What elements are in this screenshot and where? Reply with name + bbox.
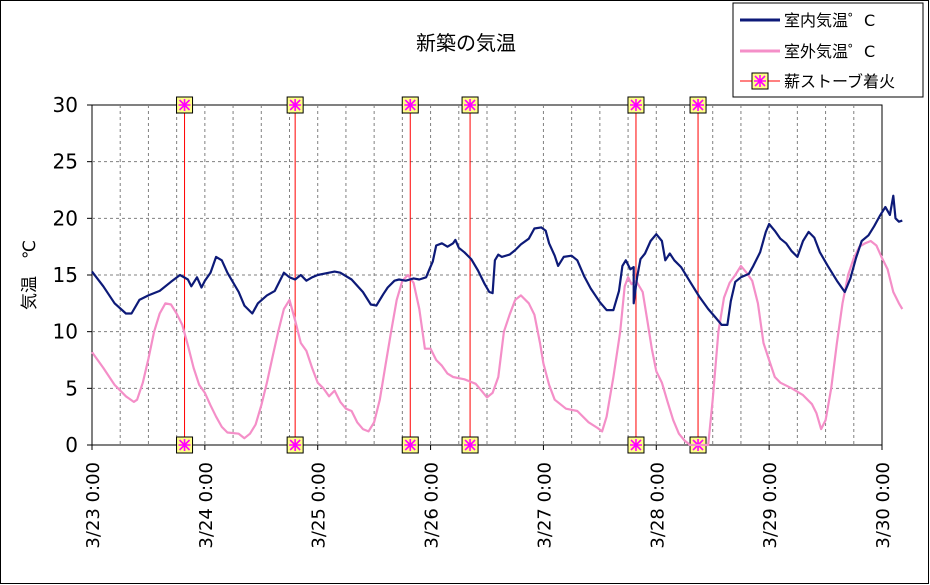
ignition-marker-bottom <box>401 436 419 454</box>
y-tick-label: 15 <box>53 263 78 287</box>
temperature-series <box>91 194 904 447</box>
x-tick-label: 3/24 0:00 <box>196 462 217 549</box>
x-tick-label: 3/25 0:00 <box>309 462 330 549</box>
ignition-marker-top <box>689 96 707 114</box>
legend-label-ignition: 薪ストーブ着火 <box>784 72 895 91</box>
y-tick-label: 25 <box>53 150 78 174</box>
marker-star <box>404 99 417 111</box>
x-tick-label: 3/28 0:00 <box>647 462 668 549</box>
y-tick-label: 20 <box>53 206 78 230</box>
x-tick-label: 3/29 0:00 <box>760 462 781 549</box>
ignition-marker-bottom <box>627 436 645 454</box>
y-tick-label: 10 <box>53 320 78 344</box>
marker-star <box>629 99 642 111</box>
x-tick-label: 3/23 0:00 <box>83 462 104 549</box>
x-tick-label: 3/30 0:00 <box>873 462 894 549</box>
legend: 室内気温゜C 室外気温゜C 薪ストーブ着火 <box>732 2 924 98</box>
marker-star <box>289 99 302 111</box>
y-axis-label: 気温 ℃ <box>20 240 40 310</box>
ignition-marker-top <box>286 96 304 114</box>
x-tick-label: 3/26 0:00 <box>422 462 443 549</box>
ignition-marker-top <box>627 96 645 114</box>
marker-star <box>754 75 766 87</box>
ignition-marker-bottom <box>176 436 194 454</box>
marker-star <box>178 439 191 451</box>
y-tick-label: 30 <box>53 93 78 117</box>
marker-star <box>464 99 477 111</box>
marker-star <box>629 439 642 451</box>
ignition-marker-top <box>461 96 479 114</box>
x-axis-ticks: 3/23 0:00 3/24 0:00 3/25 0:00 3/26 0:00 3/27… <box>83 445 894 549</box>
indoor-temp-line <box>91 194 903 326</box>
ignition-marker-top <box>401 96 419 114</box>
legend-label-indoor: 室内気温゜C <box>784 11 875 30</box>
marker-star <box>404 439 417 451</box>
marker-star <box>178 99 191 111</box>
marker-star <box>289 439 302 451</box>
ignition-marker-top <box>176 96 194 114</box>
ignition-marker-bottom <box>286 436 304 454</box>
y-tick-label: 0 <box>65 433 78 457</box>
outdoor-temp-line <box>91 239 904 447</box>
legend-marker-ignition <box>751 72 769 90</box>
ignition-marker-bottom <box>461 436 479 454</box>
legend-label-outdoor: 室外気温゜C <box>784 42 875 61</box>
chart-title: 新築の気温 <box>416 31 516 55</box>
y-axis-ticks: 0 5 10 15 20 25 30 <box>53 93 92 457</box>
y-tick-label: 5 <box>65 376 78 400</box>
legend-marker <box>751 72 769 90</box>
marker-star <box>692 99 705 111</box>
marker-star <box>464 439 477 451</box>
x-tick-label: 3/27 0:00 <box>534 462 555 549</box>
